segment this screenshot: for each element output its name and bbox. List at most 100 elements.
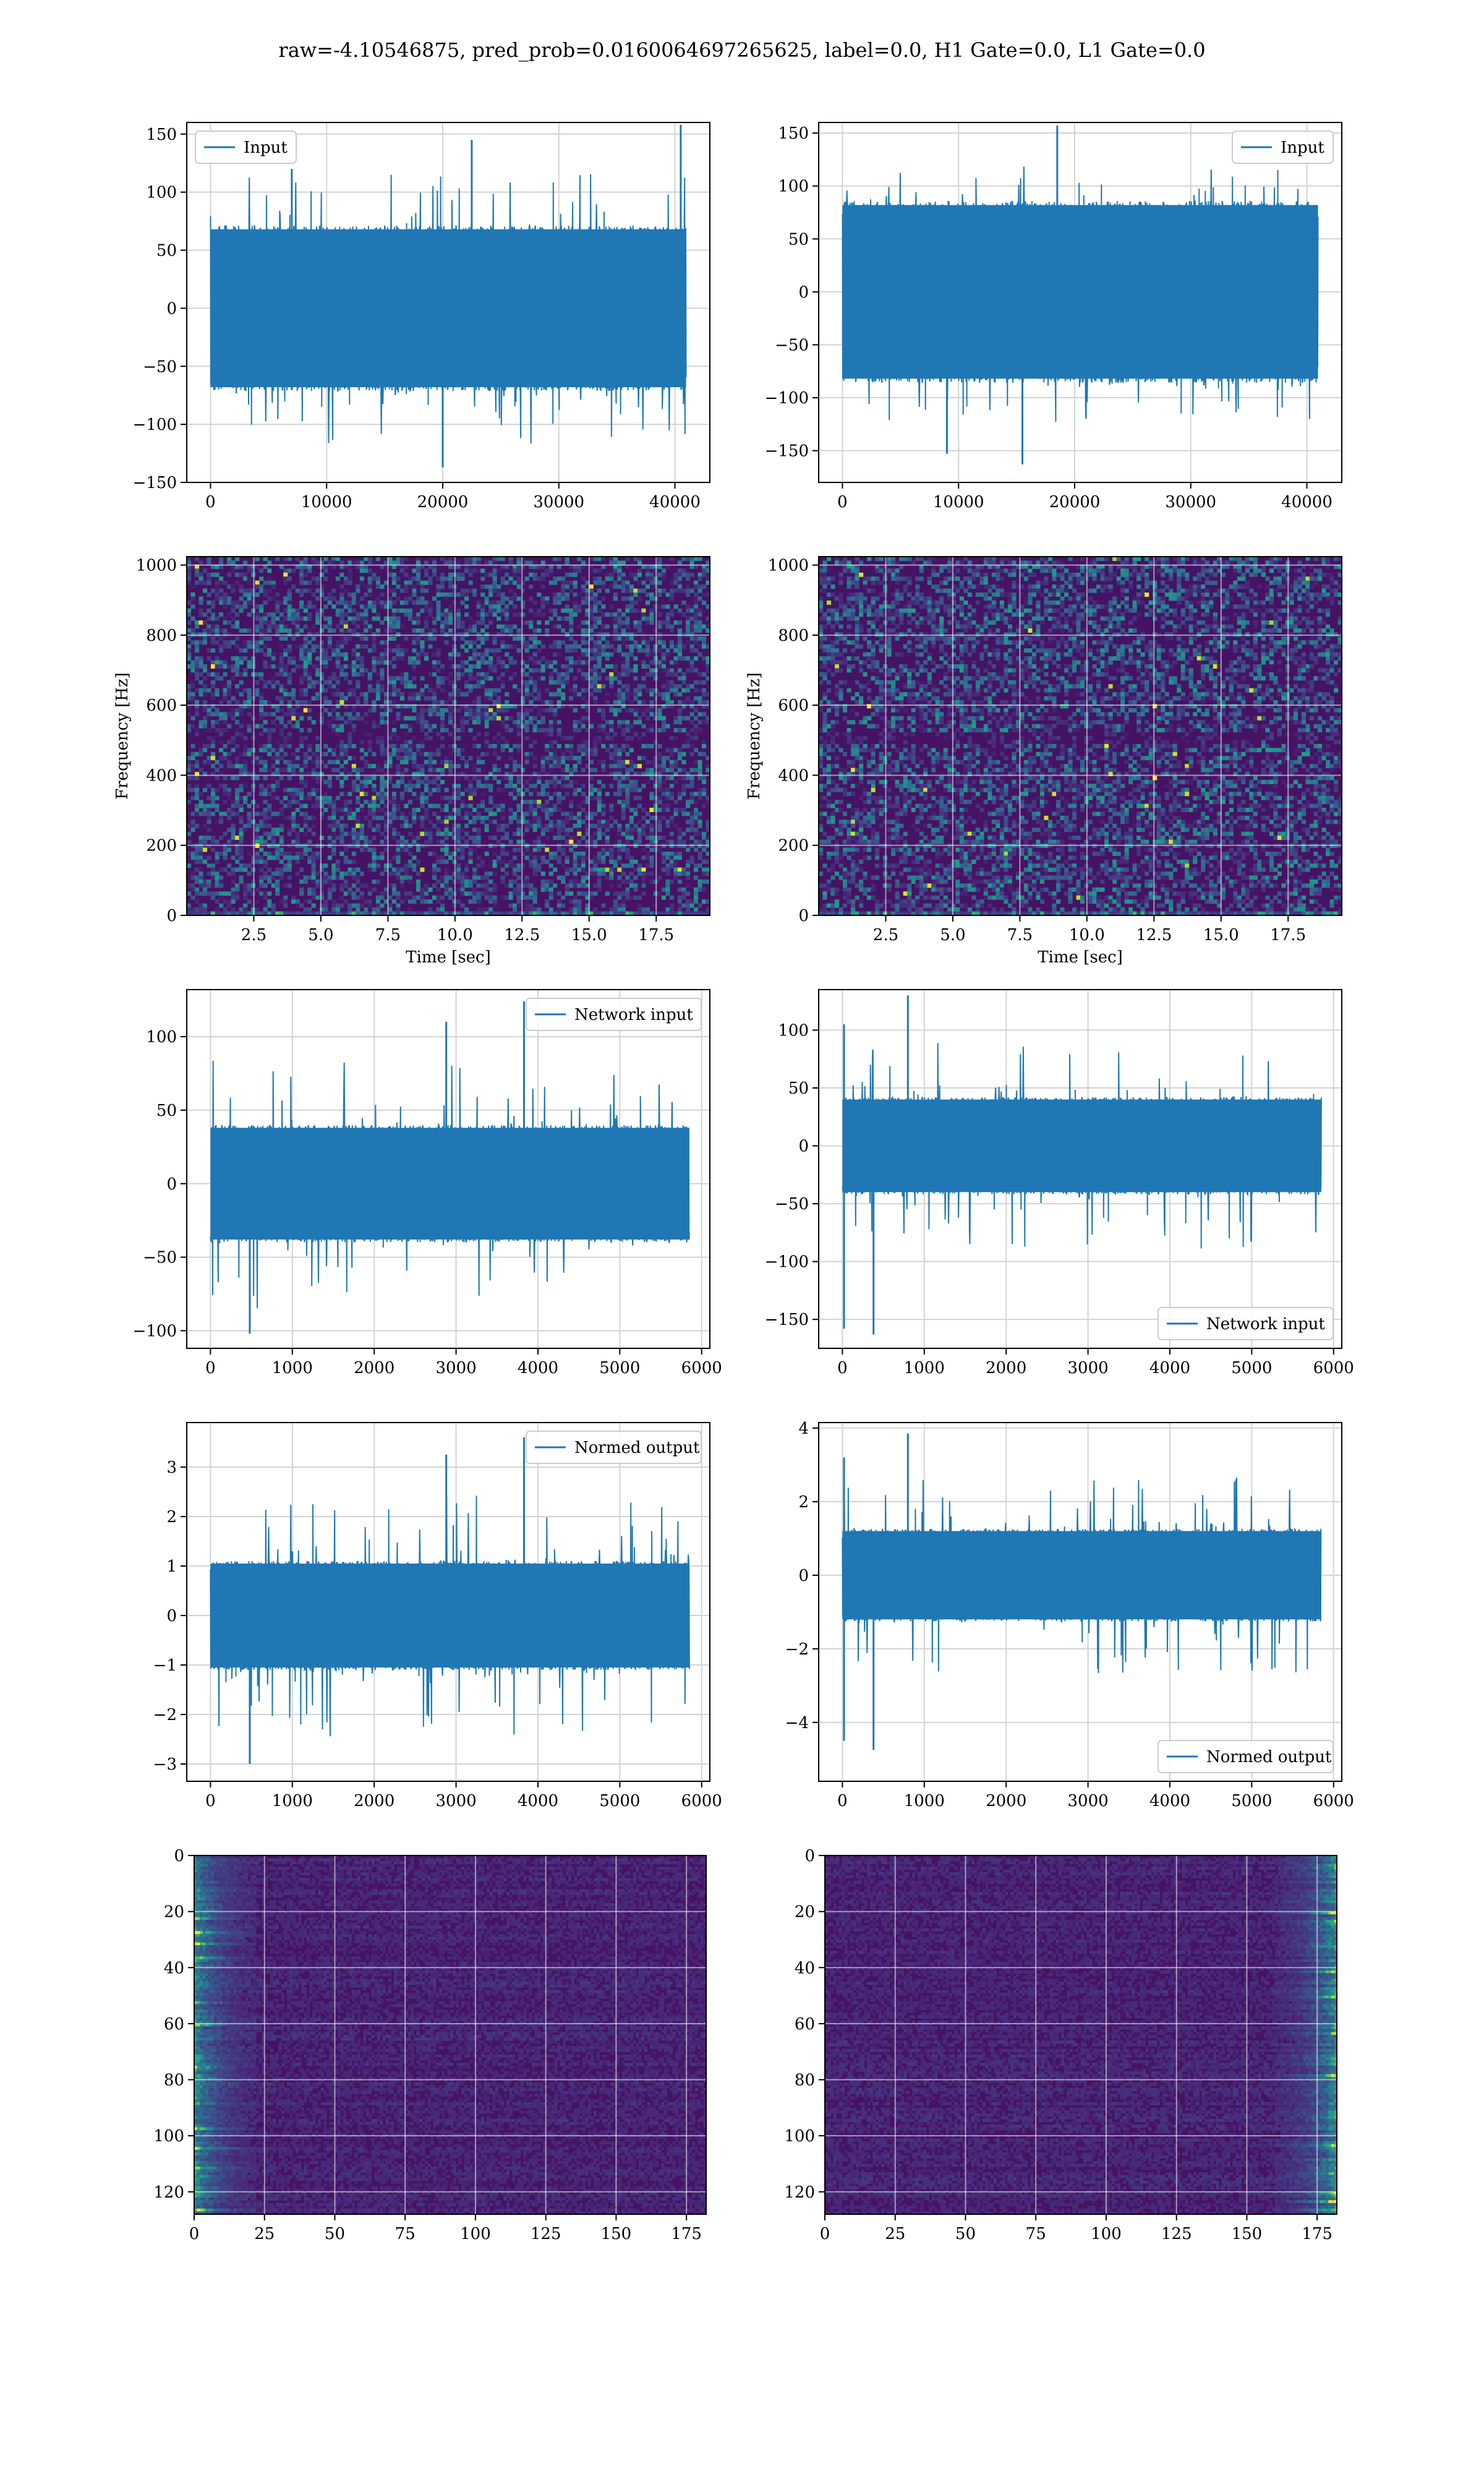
xtick-label: 17.5 [638,926,674,944]
xtick-label: 0 [205,1792,216,1810]
xtick-label: 10.0 [1069,926,1105,944]
plot-area-p7 [187,1423,710,1781]
grid-p4 [819,557,1342,915]
ytick-label: 120 [153,2183,184,2202]
plot-area-p1 [187,122,710,482]
legend-label: Input [244,139,288,157]
legend-p5: Network input [526,998,702,1031]
ytick-label: 20 [795,1903,815,1922]
xtick-label: 5000 [599,1359,640,1377]
legend-label: Input [1281,139,1324,157]
ytick-label: 100 [153,2127,184,2146]
legend-p8: Normed output [1158,1740,1334,1773]
ytick-label: −50 [775,336,809,354]
legend-label: Normed output [1206,1748,1332,1766]
xtick-label: 4000 [518,1359,558,1377]
xtick-label: 6000 [1313,1792,1354,1810]
xtick-label: 175 [671,2225,702,2243]
plot-area-p10 [825,1856,1337,2214]
xtick-label: 12.5 [1136,926,1172,944]
ytick-label: 600 [778,696,809,715]
xtick-label: 5000 [599,1792,640,1810]
y-axis-label: Frequency [Hz] [745,672,764,800]
ytick-label: 60 [795,2015,815,2034]
plot-area-p9 [194,1856,706,2214]
grid-p10 [825,1856,1337,2214]
ytick-label: 80 [164,2071,184,2090]
xtick-label: 0 [205,1359,216,1377]
ytick-label: −150 [133,474,177,492]
chart-p9: 0 25 50 75 100 125 150 175 0 20 40 60 80 100 120 [153,1847,707,2243]
ytick-label: 0 [166,299,177,318]
xtick-label: 5000 [1231,1359,1272,1377]
axes-frame-p3 [186,556,710,916]
xtick-label: 4000 [518,1792,558,1810]
ytick-label: 4 [798,1419,809,1438]
ytick-label: −3 [153,1755,177,1774]
ytick-label: 40 [164,1959,184,1977]
ytick-label: 50 [156,242,177,260]
xtick-label: 10000 [933,493,984,511]
xtick-label: 40000 [649,493,701,511]
xtick-label: 15.0 [1203,926,1239,944]
xtick-label: 3000 [1067,1792,1108,1810]
chart-p3: 2.5 5.0 7.5 10.0 12.5 15.0 17.5 0 200 400 600 800 10… [113,556,710,967]
plot-area-p3 [187,557,710,915]
xtick-label: 1000 [272,1792,313,1810]
ytick-label: −100 [133,1322,177,1340]
axes-frame-p7 [186,1422,710,1782]
xtick-label: 75 [1026,2225,1046,2243]
ytick-label: 100 [146,184,177,202]
legend-label: Network input [574,1006,693,1024]
xtick-label: 15.0 [571,926,607,944]
y-axis-label: Frequency [Hz] [113,672,132,800]
axes-frame-p5 [186,989,710,1349]
ytick-label: 2 [166,1508,177,1526]
ytick-label: 150 [146,126,177,144]
xtick-label: 2000 [354,1792,394,1810]
ytick-label: −150 [765,442,809,461]
xtick-label: 125 [1161,2225,1192,2243]
axes-frame-p4 [818,556,1342,916]
xtick-label: 0 [820,2225,830,2243]
xtick-label: 150 [601,2225,632,2243]
xtick-label: 2000 [986,1359,1026,1377]
series-band-p1 [210,229,686,388]
chart-p8: 0 1000 2000 3000 4000 5000 6000 −4 −2 0 2 4 Normed o… [785,1419,1354,1810]
ytick-label: 0 [804,1847,815,1865]
xtick-label: 6000 [681,1359,722,1377]
xtick-label: 30000 [1165,493,1216,511]
xtick-label: 125 [531,2225,561,2243]
ytick-label: 120 [784,2183,815,2202]
xtick-label: 175 [1302,2225,1333,2243]
xtick-label: 0 [205,493,216,511]
xtick-label: 100 [1091,2225,1122,2243]
xtick-label: 25 [885,2225,905,2243]
ytick-label: 200 [778,837,809,855]
ytick-label: 0 [166,1607,177,1625]
series-band-p6 [842,1099,1321,1192]
ytick-label: 0 [798,1567,809,1585]
ytick-label: −100 [765,389,809,408]
xtick-label: 2.5 [241,926,267,944]
chart-p1: 0 10000 20000 30000 40000 −150 −100 −50 0 50 100 15… [133,122,710,511]
axes-frame-p1 [186,122,710,483]
ytick-label: −100 [765,1253,809,1272]
plot-area-p2 [819,122,1342,482]
ytick-label: 100 [778,1021,809,1040]
ytick-label: −2 [785,1640,809,1659]
xtick-label: 5.0 [940,926,965,944]
ytick-label: 60 [164,2015,184,2034]
ytick-label: 200 [146,837,177,855]
legend-p1: Input [195,131,297,164]
xtick-label: 10.0 [437,926,473,944]
xtick-label: 1000 [904,1359,945,1377]
plot-area-p6 [819,990,1342,1348]
xtick-label: 75 [395,2225,416,2243]
xtick-label: 7.5 [1007,926,1033,944]
ytick-label: 1000 [768,557,809,575]
xtick-label: 6000 [1313,1359,1354,1377]
ytick-label: 600 [146,696,177,715]
legend-p2: Input [1232,131,1334,164]
xtick-label: 2.5 [873,926,898,944]
